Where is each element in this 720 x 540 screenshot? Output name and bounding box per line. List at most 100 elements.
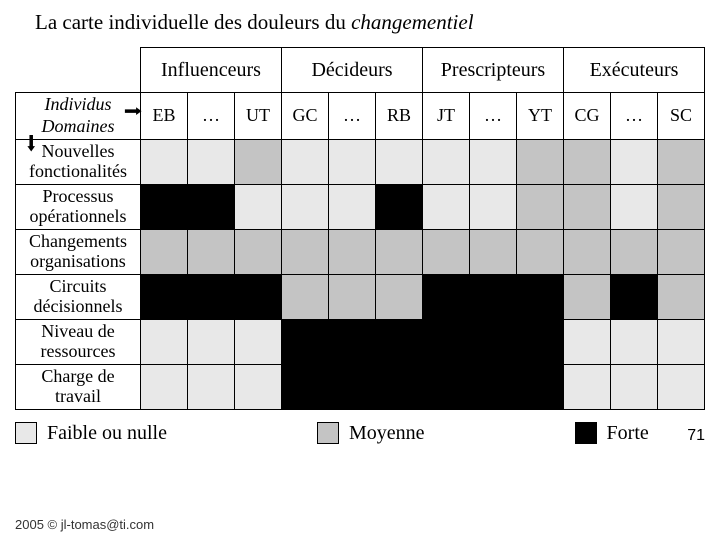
person-GC: GC bbox=[282, 93, 329, 140]
swatch-faible bbox=[15, 422, 37, 444]
matrix-cell bbox=[376, 274, 423, 319]
matrix-cell bbox=[376, 184, 423, 229]
person-UT: UT bbox=[235, 93, 282, 140]
matrix-cell bbox=[141, 139, 188, 184]
matrix-cell bbox=[235, 274, 282, 319]
matrix-cell bbox=[188, 364, 235, 409]
matrix-cell bbox=[329, 274, 376, 319]
matrix-cell bbox=[282, 229, 329, 274]
table-row: Circuits décisionnels bbox=[16, 274, 705, 319]
person-RB: RB bbox=[376, 93, 423, 140]
matrix-cell bbox=[611, 319, 658, 364]
corner-blank bbox=[16, 48, 141, 93]
matrix-cell bbox=[423, 364, 470, 409]
matrix-cell bbox=[282, 139, 329, 184]
matrix-cell bbox=[470, 274, 517, 319]
matrix-cell bbox=[564, 229, 611, 274]
matrix-cell bbox=[235, 229, 282, 274]
matrix-cell bbox=[188, 229, 235, 274]
matrix-cell bbox=[564, 364, 611, 409]
matrix-cell bbox=[282, 364, 329, 409]
row-label: Processus opérationnels bbox=[16, 184, 141, 229]
matrix-cell bbox=[658, 229, 705, 274]
matrix-cell bbox=[611, 229, 658, 274]
matrix-cell bbox=[658, 274, 705, 319]
matrix-cell bbox=[423, 274, 470, 319]
matrix-cell bbox=[376, 364, 423, 409]
person-dots: … bbox=[470, 93, 517, 140]
table-row: Nouvelles fonctionalités bbox=[16, 139, 705, 184]
person-dots: … bbox=[188, 93, 235, 140]
matrix-cell bbox=[282, 184, 329, 229]
row-label: Niveau de ressources bbox=[16, 319, 141, 364]
matrix-cell bbox=[423, 139, 470, 184]
matrix-cell bbox=[517, 364, 564, 409]
person-YT: YT bbox=[517, 93, 564, 140]
person-JT: JT bbox=[423, 93, 470, 140]
person-dots: … bbox=[611, 93, 658, 140]
matrix-cell bbox=[658, 364, 705, 409]
matrix-cell bbox=[470, 364, 517, 409]
matrix-cell bbox=[517, 274, 564, 319]
page-title: La carte individuelle des douleurs du ch… bbox=[35, 10, 705, 35]
group-executeurs: Exécuteurs bbox=[564, 48, 705, 93]
page-number: 71 bbox=[687, 427, 705, 445]
swatch-moyenne bbox=[317, 422, 339, 444]
legend-moyenne: Moyenne bbox=[317, 422, 425, 445]
table-row: Processus opérationnels bbox=[16, 184, 705, 229]
matrix-cell bbox=[329, 229, 376, 274]
row-label: Circuits décisionnels bbox=[16, 274, 141, 319]
matrix-cell bbox=[188, 139, 235, 184]
legend-faible: Faible ou nulle bbox=[15, 422, 167, 445]
legend-forte-label: Forte bbox=[607, 422, 649, 445]
matrix-cell bbox=[564, 184, 611, 229]
matrix-cell bbox=[423, 184, 470, 229]
matrix-cell bbox=[517, 229, 564, 274]
matrix-cell bbox=[611, 184, 658, 229]
pain-matrix-table: Influenceurs Décideurs Prescripteurs Exé… bbox=[15, 47, 705, 410]
matrix-cell bbox=[517, 184, 564, 229]
table-row: Changements organisations bbox=[16, 229, 705, 274]
matrix-cell bbox=[517, 139, 564, 184]
matrix-cell bbox=[611, 139, 658, 184]
matrix-cell bbox=[376, 319, 423, 364]
matrix-cell bbox=[611, 274, 658, 319]
matrix-cell bbox=[564, 139, 611, 184]
footer-copyright: 2005 © jl-tomas@ti.com bbox=[15, 517, 154, 532]
title-italic: changementiel bbox=[351, 10, 473, 34]
legend: Faible ou nulle Moyenne Forte 71 bbox=[15, 422, 705, 445]
matrix-cell bbox=[423, 319, 470, 364]
legend-forte: Forte bbox=[575, 422, 649, 445]
legend-moyenne-label: Moyenne bbox=[349, 422, 425, 445]
matrix-cell bbox=[235, 139, 282, 184]
matrix-cell bbox=[235, 184, 282, 229]
group-influenceurs: Influenceurs bbox=[141, 48, 282, 93]
matrix-cell bbox=[376, 139, 423, 184]
matrix-cell bbox=[235, 319, 282, 364]
matrix-cell bbox=[141, 184, 188, 229]
matrix-cell bbox=[423, 229, 470, 274]
matrix-cell bbox=[658, 184, 705, 229]
matrix-cell bbox=[564, 319, 611, 364]
matrix-cell bbox=[329, 184, 376, 229]
table-row: Niveau de ressources bbox=[16, 319, 705, 364]
matrix-cell bbox=[658, 319, 705, 364]
person-dots: … bbox=[329, 93, 376, 140]
matrix-cell bbox=[282, 319, 329, 364]
matrix-cell bbox=[188, 319, 235, 364]
matrix-cell bbox=[376, 229, 423, 274]
matrix-cell bbox=[141, 274, 188, 319]
person-SC: SC bbox=[658, 93, 705, 140]
person-CG: CG bbox=[564, 93, 611, 140]
legend-faible-label: Faible ou nulle bbox=[47, 422, 167, 445]
title-prefix: La carte individuelle des douleurs du bbox=[35, 10, 351, 34]
individus-label: Individus bbox=[18, 95, 138, 117]
matrix-cell bbox=[564, 274, 611, 319]
row-label: Charge de travail bbox=[16, 364, 141, 409]
matrix-cell bbox=[141, 364, 188, 409]
matrix-cell bbox=[658, 139, 705, 184]
matrix-cell bbox=[470, 184, 517, 229]
table-row: Charge de travail bbox=[16, 364, 705, 409]
matrix-cell bbox=[470, 319, 517, 364]
matrix-cell bbox=[282, 274, 329, 319]
